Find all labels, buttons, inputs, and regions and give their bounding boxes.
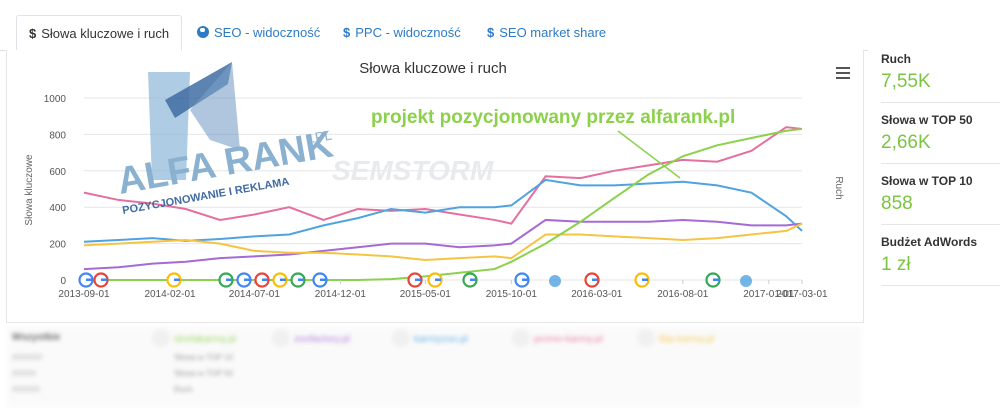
- x-tick-label: 2014-02-01: [144, 289, 196, 300]
- tab-label: SEO - widoczność: [214, 25, 321, 40]
- series-line-1[interactable]: [83, 126, 803, 225]
- legend-row-label: Słowa w TOP 50: [174, 369, 234, 378]
- dollar-icon: $: [29, 26, 37, 41]
- tab-label: Słowa kluczowe i ruch: [41, 26, 170, 41]
- series-line-4[interactable]: [83, 222, 803, 261]
- hamburger-menu-icon[interactable]: [836, 67, 850, 79]
- x-tick-label: 2016-03-01: [571, 289, 623, 300]
- y-tick-label: 1000: [44, 94, 67, 105]
- x-tick-label: 2016-08-01: [657, 289, 709, 300]
- google-update-marker-icon: [226, 278, 232, 281]
- google-update-marker-icon: [470, 278, 476, 281]
- tab-ppc-visibility[interactable]: $ PPC - widoczność: [331, 15, 473, 50]
- tab-seo-visibility[interactable]: SEO - widoczność: [185, 15, 332, 50]
- annotation-arrow: [617, 130, 681, 179]
- semstorm-watermark: SEMSTORM: [332, 155, 494, 186]
- google-update-marker-icon: [435, 278, 441, 281]
- x-tick-label: 2015-10-01: [486, 289, 538, 300]
- x-tick-label: 2017-01-01: [743, 289, 795, 300]
- chart-title: Słowa kluczowe i ruch: [359, 60, 507, 77]
- logo-suffix: .PL: [310, 127, 334, 146]
- series-line-2[interactable]: [83, 178, 803, 243]
- series-line-3[interactable]: [83, 218, 803, 271]
- stat-value: 858: [881, 193, 913, 214]
- x-tick-label: 2014-07-01: [229, 289, 281, 300]
- legend-row-label: Słowa w TOP 10: [174, 353, 234, 362]
- dollar-icon: $: [487, 25, 495, 40]
- google-update-marker-icon: [262, 278, 268, 281]
- google-update-marker-icon: [86, 278, 92, 281]
- x-tick-label: 2014-12-01: [315, 289, 367, 300]
- x-axis-ticks: 2013-09-01 2014-02-01 2014-07-01 2014-12-01…: [58, 280, 828, 300]
- algorithm-update-marker-icon[interactable]: [740, 275, 752, 287]
- legend-col-5[interactable]: filip-karmy.pl: [637, 329, 714, 347]
- globe-icon: [197, 26, 209, 38]
- stat-top10: Słowa w TOP 10 858: [881, 164, 1000, 225]
- legend-col-4[interactable]: promo-karmy.pl: [512, 329, 603, 347]
- y-axis-ticks: 0 200 400 600 800 1000: [44, 94, 67, 287]
- chart-annotation: projekt pozycjonowany przez alfarank.pl: [371, 107, 735, 128]
- legend-item: filip-karmy.pl: [659, 334, 714, 345]
- y-tick-label: 200: [49, 240, 66, 251]
- alfarank-logo: ALFA RANK .PL POZYCJONOWANIE I REKLAMA: [114, 62, 337, 217]
- tab-seo-market-share[interactable]: $ SEO market share: [475, 15, 618, 50]
- x-tick-label: 2017-03-01: [776, 289, 828, 300]
- legend-item: zoofactory.pl: [294, 334, 350, 345]
- tab-label: SEO market share: [499, 25, 607, 40]
- y-tick-label: 600: [49, 167, 66, 178]
- google-update-marker-icon: [522, 278, 528, 281]
- google-update-marker-icon: [174, 278, 180, 281]
- stat-value: 1 zł: [881, 254, 911, 275]
- stat-label: Budżet AdWords: [881, 235, 977, 249]
- x-tick-label: 2015-05-01: [400, 289, 452, 300]
- event-markers: [78, 272, 752, 288]
- y-tick-label: 400: [49, 203, 66, 214]
- stat-label: Słowa w TOP 10: [881, 174, 973, 188]
- y-tick-label: 0: [60, 276, 66, 287]
- stat-adwords-budget: Budżet AdWords 1 zł: [881, 225, 1000, 286]
- google-update-marker-icon: [298, 278, 304, 281]
- legend-col-1[interactable]: strefakarmy.pl: [152, 329, 236, 347]
- google-update-marker-icon: [713, 278, 719, 281]
- keywords-traffic-chart: Słowa kluczowe i ruch Słowa kluczowe Ruc…: [24, 60, 844, 300]
- google-update-marker-icon: [642, 278, 648, 281]
- legend-item: karmyzoo.pl: [414, 334, 468, 345]
- stat-label: Słowa w TOP 50: [881, 113, 973, 127]
- y-tick-label: 800: [49, 130, 66, 141]
- blurred-legend-table: Wszystkie strefakarmy.pl zoofactory.pl k…: [6, 326, 862, 408]
- legend-col-2[interactable]: zoofactory.pl: [272, 329, 350, 347]
- x-tick-label: 2013-09-01: [58, 289, 110, 300]
- stat-value: 7,55K: [881, 71, 931, 92]
- legend-all-label: Wszystkie: [12, 332, 61, 343]
- google-update-marker-icon: [415, 278, 421, 281]
- tab-label: PPC - widoczność: [355, 25, 461, 40]
- google-update-marker-icon: [244, 278, 250, 281]
- stat-label: Ruch: [881, 52, 911, 66]
- stat-value: 2,66K: [881, 132, 931, 153]
- legend-col-3[interactable]: karmyzoo.pl: [392, 329, 468, 347]
- legend-item: strefakarmy.pl: [174, 334, 236, 345]
- y-axis-label-right: Ruch: [833, 176, 844, 199]
- y-axis-label-left: Słowa kluczowe: [24, 154, 35, 226]
- google-update-marker-icon: [101, 278, 107, 281]
- google-update-marker-icon: [280, 278, 286, 281]
- stat-top50: Słowa w TOP 50 2,66K: [881, 103, 1000, 164]
- legend-row-label: Ruch: [174, 385, 193, 394]
- dollar-icon: $: [343, 25, 351, 40]
- algorithm-update-marker-icon[interactable]: [549, 275, 561, 287]
- stat-traffic: Ruch 7,55K: [881, 42, 1000, 103]
- stats-sidebar: Ruch 7,55K Słowa w TOP 50 2,66K Słowa w …: [881, 42, 1000, 286]
- google-update-marker-icon: [592, 278, 598, 281]
- google-update-marker-icon: [320, 278, 326, 281]
- legend-item: promo-karmy.pl: [534, 334, 603, 345]
- tab-keywords-traffic[interactable]: $ Słowa kluczowe i ruch: [16, 15, 183, 52]
- tab-bar: $ Słowa kluczowe i ruch SEO - widoczność …: [0, 0, 868, 52]
- series-line-5[interactable]: [84, 127, 803, 281]
- series-lines: [83, 126, 803, 281]
